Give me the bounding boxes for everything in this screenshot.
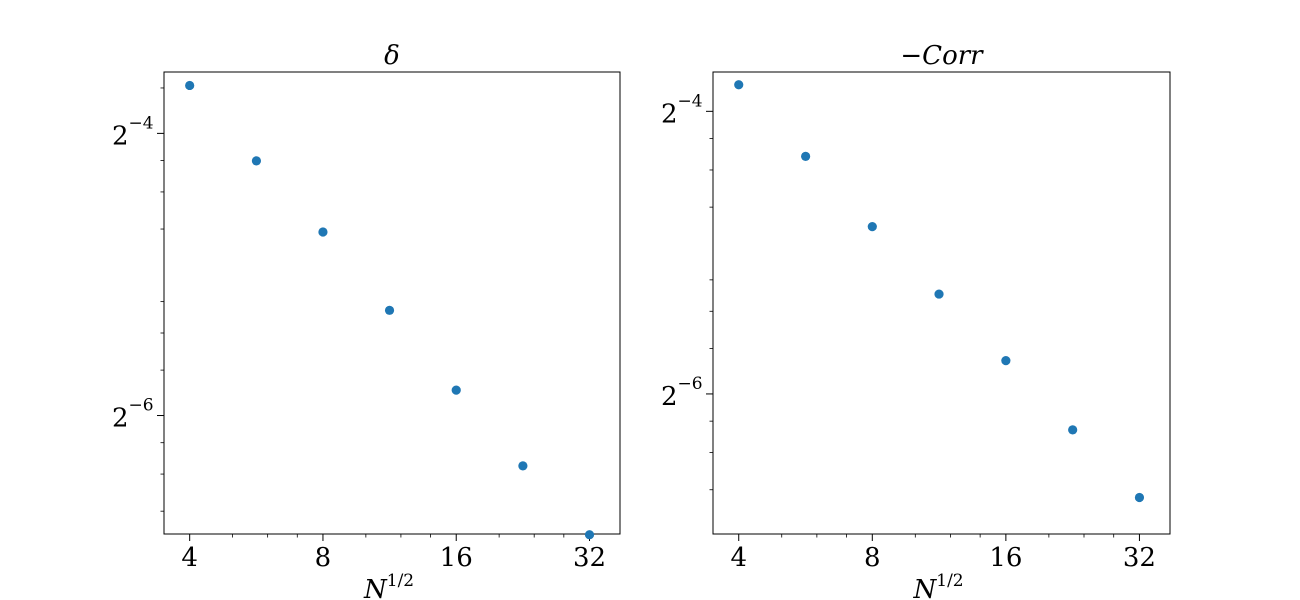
data-point (451, 385, 461, 395)
data-point (801, 151, 811, 162)
x-tick-label: 32 (573, 543, 606, 573)
x-tick-label: 4 (181, 543, 198, 573)
y-tick-label: 2−6 (112, 396, 154, 434)
data-point (1134, 492, 1145, 503)
x-tick-label: 16 (440, 543, 473, 573)
data-point (251, 156, 262, 166)
plot-frame (712, 71, 1171, 535)
x-tick-label: 16 (989, 543, 1022, 573)
data-point (318, 227, 328, 237)
chart-panel-2: −Corr 4 8 16 32 2−4 2−6 N1/2 (661, 41, 1171, 600)
y-tick-label: 2−6 (661, 374, 703, 412)
x-tick-label: 8 (864, 543, 881, 573)
data-point (734, 80, 744, 90)
data-point (584, 530, 595, 540)
data-point (1068, 425, 1078, 435)
x-axis-label: N1/2 (913, 571, 964, 600)
x-tick-label: 4 (730, 543, 747, 573)
plot-frame (163, 71, 621, 535)
chart-panel-1: δ 4 8 16 32 2−4 2−6 N1/2 (112, 41, 621, 600)
x-axis-label: N1/2 (363, 571, 414, 600)
data-point (934, 289, 944, 299)
data-point (185, 80, 195, 91)
data-point (518, 461, 528, 471)
data-point (1001, 356, 1011, 366)
y-tick-label: 2−4 (112, 113, 154, 151)
y-tick-label: 2−4 (661, 91, 703, 129)
x-tick-label: 32 (1123, 543, 1156, 573)
chart-title: −Corr (900, 41, 984, 71)
data-point (384, 305, 395, 315)
chart-title: δ (384, 41, 400, 71)
x-tick-label: 8 (315, 543, 332, 573)
data-point (867, 222, 877, 232)
